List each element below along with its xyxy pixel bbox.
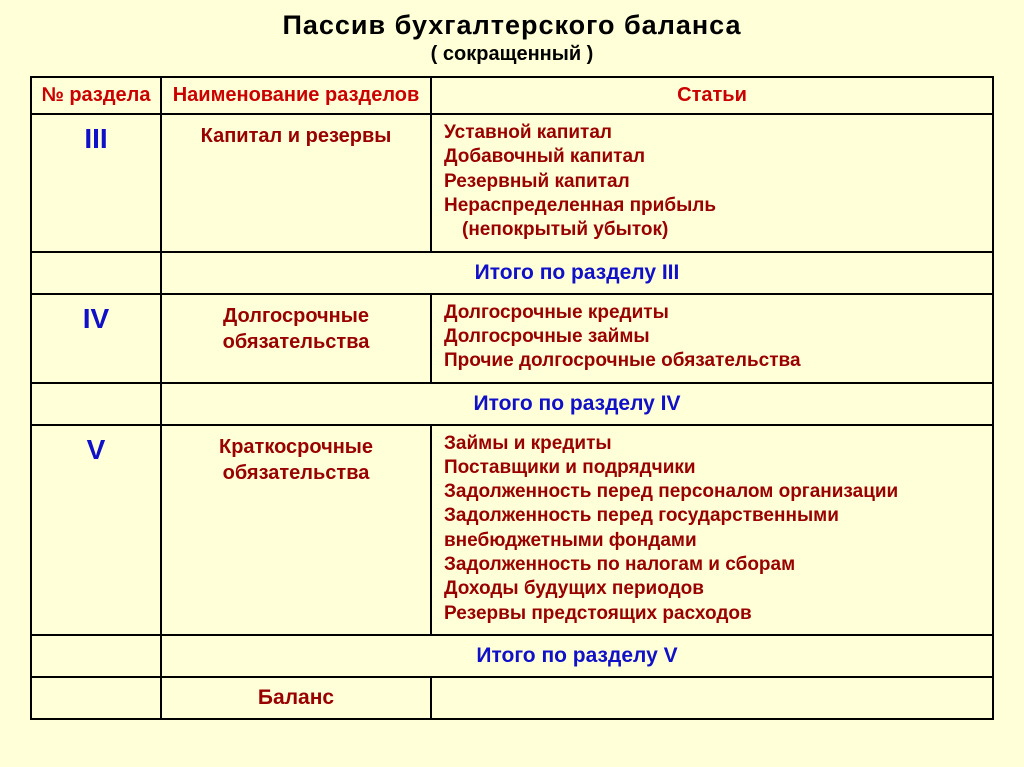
total-row: Итого по разделу III bbox=[31, 252, 993, 294]
item-line: Прочие долгосрочные обязательства bbox=[444, 349, 982, 373]
page-subtitle: ( сокращенный ) bbox=[30, 43, 994, 66]
section-number: III bbox=[31, 114, 161, 252]
item-line: (непокрытый убыток) bbox=[444, 218, 982, 242]
table-row: IIIКапитал и резервыУставной капиталДоба… bbox=[31, 114, 993, 252]
balance-row: Баланс bbox=[31, 677, 993, 719]
balance-label: Баланс bbox=[161, 677, 431, 719]
item-line: Резервы предстоящих расходов bbox=[444, 602, 982, 626]
balance-empty-cell bbox=[431, 677, 993, 719]
section-items: Займы и кредитыПоставщики и подрядчикиЗа… bbox=[431, 425, 993, 636]
total-row: Итого по разделу IV bbox=[31, 383, 993, 425]
header-num: № раздела bbox=[31, 77, 161, 114]
section-name: Капитал и резервы bbox=[161, 114, 431, 252]
item-line: Долгосрочные займы bbox=[444, 325, 982, 349]
header-name: Наименование разделов bbox=[161, 77, 431, 114]
table-row: VКраткосрочные обязательстваЗаймы и кред… bbox=[31, 425, 993, 636]
item-line: Займы и кредиты bbox=[444, 432, 982, 456]
total-label: Итого по разделу V bbox=[161, 635, 993, 677]
total-empty-cell bbox=[31, 383, 161, 425]
total-label: Итого по разделу IV bbox=[161, 383, 993, 425]
item-line: Резервный капитал bbox=[444, 170, 982, 194]
item-line: Добавочный капитал bbox=[444, 145, 982, 169]
item-line: Задолженность перед персоналом организац… bbox=[444, 480, 982, 504]
section-name: Долгосрочные обязательства bbox=[161, 294, 431, 383]
section-name: Краткосрочные обязательства bbox=[161, 425, 431, 636]
total-empty-cell bbox=[31, 252, 161, 294]
total-row: Итого по разделу V bbox=[31, 635, 993, 677]
section-items: Долгосрочные кредитыДолгосрочные займыПр… bbox=[431, 294, 993, 383]
section-number: IV bbox=[31, 294, 161, 383]
table-row: IVДолгосрочные обязательстваДолгосрочные… bbox=[31, 294, 993, 383]
table-header-row: № раздела Наименование разделов Статьи bbox=[31, 77, 993, 114]
item-line: Нераспределенная прибыль bbox=[444, 194, 982, 218]
section-items: Уставной капиталДобавочный капиталРезерв… bbox=[431, 114, 993, 252]
balance-empty-cell bbox=[31, 677, 161, 719]
page-title: Пассив бухгалтерского баланса bbox=[30, 10, 994, 41]
header-items: Статьи bbox=[431, 77, 993, 114]
balance-table: № раздела Наименование разделов Статьи I… bbox=[30, 76, 994, 720]
item-line: Задолженность по налогам и сборам bbox=[444, 553, 982, 577]
item-line: Поставщики и подрядчики bbox=[444, 456, 982, 480]
total-empty-cell bbox=[31, 635, 161, 677]
item-line: Уставной капитал bbox=[444, 121, 982, 145]
item-line: Доходы будущих периодов bbox=[444, 577, 982, 601]
item-line: Задолженность перед государственными вне… bbox=[444, 504, 982, 553]
item-line: Долгосрочные кредиты bbox=[444, 301, 982, 325]
section-number: V bbox=[31, 425, 161, 636]
total-label: Итого по разделу III bbox=[161, 252, 993, 294]
